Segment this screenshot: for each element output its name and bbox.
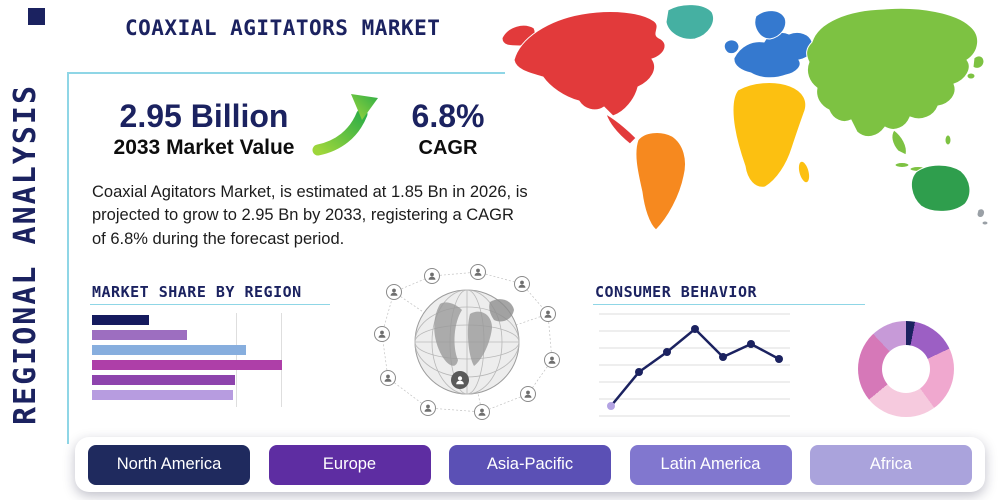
map-region-indonesia-1 <box>894 162 910 168</box>
consumer-behavior-heading: CONSUMER BEHAVIOR <box>595 283 758 301</box>
page-title: COAXIAL AGITATORS MARKET <box>125 16 441 40</box>
network-node-2 <box>424 268 440 284</box>
market-share-underline <box>90 304 330 305</box>
network-node-10 <box>380 370 396 386</box>
cagr-value: 6.8% <box>411 98 485 134</box>
region-button-strip: North America Europe Asia-Pacific Latin … <box>75 437 985 492</box>
line-marker-2 <box>635 368 643 376</box>
market-share-bar-5 <box>92 375 235 385</box>
region-button-africa[interactable]: Africa <box>810 444 972 485</box>
line-marker-6 <box>747 340 755 348</box>
globe-landmass <box>489 299 514 322</box>
map-region-madagascar <box>797 160 811 184</box>
map-region-scandinavia <box>754 10 787 40</box>
line-marker-3 <box>663 348 671 356</box>
network-node-4 <box>514 276 530 292</box>
consumer-behavior-line <box>610 327 780 407</box>
market-value: 2.95 Billion <box>119 98 289 134</box>
region-button-asia-pacific[interactable]: Asia-Pacific <box>449 444 611 485</box>
regional-analysis-vertical-label: REGIONAL ANALYSIS <box>8 83 43 425</box>
network-node-3 <box>470 264 486 280</box>
map-region-europe <box>733 31 814 79</box>
map-region-north-america <box>513 11 666 117</box>
globe-landmass <box>467 311 492 366</box>
globe-network-graphic <box>374 264 560 420</box>
map-region-japan-south <box>966 72 976 80</box>
network-node-1 <box>386 284 402 300</box>
market-description: Coaxial Agitators Market, is estimated a… <box>92 183 528 248</box>
map-region-uk <box>723 39 740 55</box>
growth-arrow-icon <box>312 87 385 159</box>
map-region-southeast-asia <box>891 129 907 156</box>
region-button-latin-america[interactable]: Latin America <box>629 444 792 485</box>
cagr-label: CAGR <box>418 137 478 159</box>
donut-hole <box>882 345 930 393</box>
line-marker-7 <box>775 355 783 363</box>
globe-sphere <box>414 289 520 395</box>
map-region-japan <box>972 55 985 69</box>
map-region-central-america <box>605 112 637 145</box>
market-share-bars <box>92 315 292 400</box>
region-button-north-america[interactable]: North America <box>88 444 250 485</box>
frame-top-line <box>67 72 505 74</box>
network-node-5 <box>540 306 556 322</box>
map-region-south-america <box>635 132 686 231</box>
consumer-behavior-markers <box>607 325 783 410</box>
map-region-new-zealand <box>976 208 985 218</box>
corner-square-decoration <box>28 8 45 25</box>
market-share-bar-4 <box>92 360 282 370</box>
frame-left-line <box>67 72 69 444</box>
network-nodes <box>374 264 560 420</box>
line-marker-1 <box>607 402 615 410</box>
market-value-label: 2033 Market Value <box>113 136 295 159</box>
map-region-africa <box>732 82 807 188</box>
network-node-11 <box>374 326 390 342</box>
network-node-7 <box>520 386 536 402</box>
network-node-6 <box>544 352 560 368</box>
market-share-bar-1 <box>92 315 149 325</box>
people-cluster-icon <box>451 371 469 389</box>
map-region-australia <box>910 164 971 212</box>
market-share-bar-chart <box>92 313 292 407</box>
map-continents <box>501 4 989 231</box>
market-share-bar-2 <box>92 330 187 340</box>
map-region-philippines <box>944 134 952 146</box>
consumer-behavior-line-chart <box>599 313 790 417</box>
line-marker-5 <box>719 353 727 361</box>
map-region-greenland <box>665 4 714 40</box>
region-button-europe[interactable]: Europe <box>268 444 431 485</box>
map-region-new-zealand-south <box>981 220 989 226</box>
globe-landmass <box>434 302 462 366</box>
map-region-asia <box>806 7 978 138</box>
world-map <box>501 4 989 231</box>
market-share-heading: MARKET SHARE BY REGION <box>92 283 302 301</box>
line-marker-4 <box>691 325 699 333</box>
market-share-bar-3 <box>92 345 246 355</box>
network-node-9 <box>420 400 436 416</box>
donut-chart <box>858 321 954 417</box>
network-node-8 <box>474 404 490 420</box>
market-share-bar-6 <box>92 390 233 400</box>
consumer-behavior-underline <box>593 304 865 305</box>
